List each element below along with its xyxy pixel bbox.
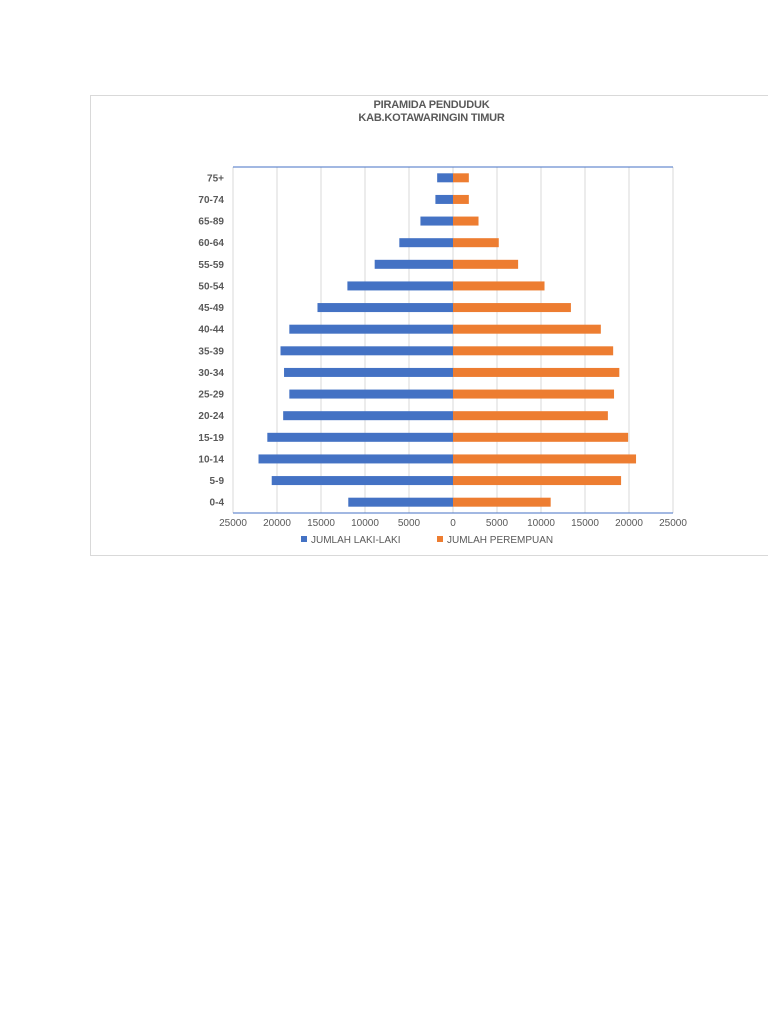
- category-label-0-4: 0-4: [210, 498, 225, 509]
- category-label-5-9: 5-9: [210, 476, 225, 487]
- bar-male-35-39: [280, 346, 453, 356]
- legend-swatch-female: [437, 536, 443, 542]
- bar-male-15-19: [267, 432, 453, 442]
- category-label-30-34: 30-34: [198, 368, 224, 379]
- x-tick-label-8: 15000: [571, 518, 599, 529]
- category-label-55-59: 55-59: [198, 260, 224, 271]
- category-label-75+: 75+: [207, 173, 224, 184]
- bar-female-55-59: [453, 259, 519, 269]
- bar-female-70-74: [453, 194, 469, 204]
- bar-female-75+: [453, 173, 469, 183]
- bar-male-50-54: [347, 281, 453, 291]
- bar-female-10-14: [453, 454, 637, 464]
- bar-female-30-34: [453, 367, 620, 377]
- bar-female-25-29: [453, 389, 615, 399]
- bar-female-35-39: [453, 346, 614, 356]
- category-label-25-29: 25-29: [198, 390, 224, 401]
- bar-male-60-64: [399, 238, 453, 248]
- chart-title-line-1: PIRAMIDA PENDUDUK: [373, 99, 490, 111]
- legend-swatch-male: [301, 536, 307, 542]
- bar-male-30-34: [284, 367, 453, 377]
- legend-label-male: JUMLAH LAKI-LAKI: [311, 535, 400, 546]
- category-label-60-64: 60-64: [198, 238, 224, 249]
- bar-male-65-89: [420, 216, 453, 226]
- bar-female-65-89: [453, 216, 479, 226]
- bar-female-20-24: [453, 411, 608, 421]
- bar-female-5-9: [453, 476, 622, 486]
- category-label-45-49: 45-49: [198, 303, 224, 314]
- bar-male-25-29: [289, 389, 453, 399]
- category-label-10-14: 10-14: [198, 454, 224, 465]
- category-label-40-44: 40-44: [198, 325, 224, 336]
- bar-male-75+: [437, 173, 453, 183]
- x-tick-label-1: 20000: [263, 518, 291, 529]
- bar-male-45-49: [317, 303, 453, 313]
- chart-frame: PIRAMIDA PENDUDUK KAB.KOTAWARINGIN TIMUR…: [90, 95, 768, 556]
- category-label-15-19: 15-19: [198, 433, 224, 444]
- pyramid-chart: 0-4 5-9 10-14 15-19 20-24 25-29 30-34 35-39 40-4…: [198, 166, 687, 546]
- x-tick-label-9: 20000: [615, 518, 643, 529]
- category-label-65-89: 65-89: [198, 217, 224, 228]
- bar-male-55-59: [374, 259, 453, 269]
- category-label-70-74: 70-74: [198, 195, 224, 206]
- bar-male-0-4: [348, 497, 453, 507]
- category-label-20-24: 20-24: [198, 411, 224, 422]
- chart-title: PIRAMIDA PENDUDUK KAB.KOTAWARINGIN TIMUR: [91, 99, 768, 125]
- category-label-50-54: 50-54: [198, 281, 224, 292]
- x-tick-label-2: 15000: [307, 518, 335, 529]
- x-tick-label-3: 10000: [351, 518, 379, 529]
- bar-female-0-4: [453, 497, 551, 507]
- category-label-35-39: 35-39: [198, 346, 224, 357]
- x-tick-label-10: 25000: [659, 518, 687, 529]
- chart-title-line-2: KAB.KOTAWARINGIN TIMUR: [358, 112, 505, 124]
- bar-male-40-44: [289, 324, 453, 334]
- bar-female-60-64: [453, 238, 499, 248]
- bar-female-45-49: [453, 303, 571, 313]
- x-tick-label-5: 0: [450, 518, 456, 529]
- bar-female-15-19: [453, 432, 629, 442]
- x-tick-label-0: 25000: [219, 518, 247, 529]
- bar-female-40-44: [453, 324, 601, 334]
- bar-male-70-74: [435, 194, 453, 204]
- bar-male-20-24: [283, 411, 453, 421]
- bar-female-50-54: [453, 281, 545, 291]
- legend-label-female: JUMLAH PEREMPUAN: [447, 535, 553, 546]
- x-tick-label-4: 5000: [398, 518, 421, 529]
- x-tick-label-7: 10000: [527, 518, 555, 529]
- bar-male-10-14: [258, 454, 453, 464]
- bar-male-5-9: [271, 476, 453, 486]
- x-tick-label-6: 5000: [486, 518, 509, 529]
